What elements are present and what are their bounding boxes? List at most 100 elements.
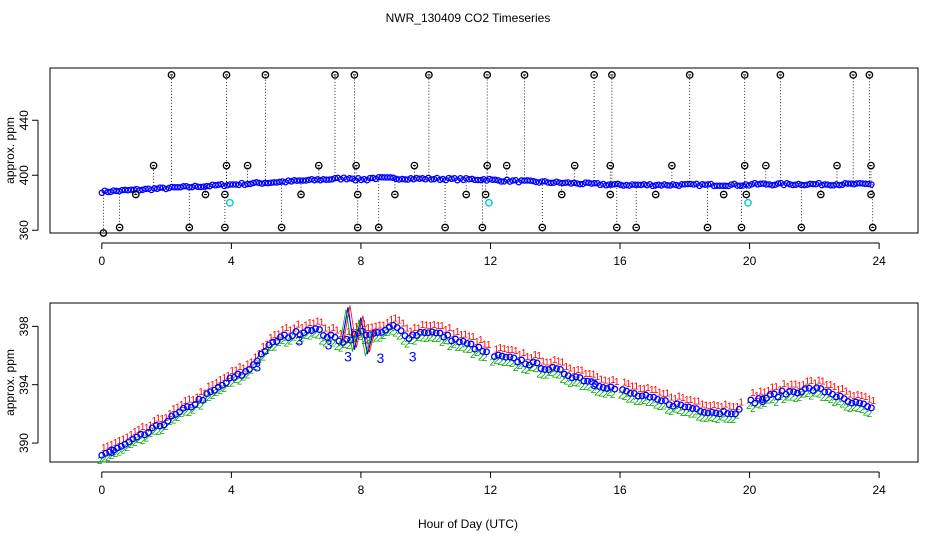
data-point xyxy=(145,429,152,436)
digit-label-1: 1 xyxy=(707,401,713,412)
plot-frame xyxy=(49,302,919,463)
cyan-point xyxy=(225,198,234,207)
digit-label-1: 1 xyxy=(684,395,690,406)
data-point xyxy=(654,395,662,403)
data-point xyxy=(255,179,263,187)
outlier-point xyxy=(867,190,875,199)
data-point xyxy=(462,174,470,182)
digit-label-2: 2 xyxy=(288,337,294,348)
data-point xyxy=(751,399,759,407)
digit-label-2: 2 xyxy=(801,390,807,401)
digit-label-1: 1 xyxy=(719,402,725,413)
outlier-point xyxy=(221,190,229,199)
digit-label-2: 2 xyxy=(517,361,523,372)
digit-label-1: 1 xyxy=(840,384,846,395)
digit-label-2: 2 xyxy=(97,456,103,467)
digit-label-3: 3 xyxy=(344,348,352,364)
digit-label-2: 2 xyxy=(342,340,348,351)
digit-label-1: 1 xyxy=(155,413,161,424)
data-point xyxy=(629,181,636,188)
digit-label-1: 1 xyxy=(676,392,682,403)
data-point xyxy=(704,409,712,417)
data-point xyxy=(541,366,549,373)
digit-label-1: 1 xyxy=(665,389,671,400)
digit-label-2: 2 xyxy=(198,401,204,412)
data-point xyxy=(712,409,720,417)
data-point xyxy=(113,444,121,452)
digit-label-1: 1 xyxy=(194,393,200,404)
digit-label-1: 1 xyxy=(424,321,430,332)
digit-label-1: 1 xyxy=(688,395,694,406)
digit-label-2: 2 xyxy=(544,371,550,382)
x-tick-label: 4 xyxy=(228,483,235,497)
data-point xyxy=(731,410,739,418)
digit-label-1: 1 xyxy=(587,369,593,380)
data-point xyxy=(162,185,170,193)
digit-label-1: 1 xyxy=(867,395,873,406)
digit-label-1: 1 xyxy=(521,348,527,359)
data-point xyxy=(522,360,529,368)
digit-label-1: 1 xyxy=(202,388,208,399)
data-point xyxy=(535,179,543,186)
digit-label-2: 2 xyxy=(221,384,227,395)
data-point xyxy=(673,400,681,408)
data-point xyxy=(137,430,145,438)
outlier-point xyxy=(668,161,676,170)
data-point xyxy=(584,377,592,385)
data-point xyxy=(789,181,796,189)
digit-label-1: 1 xyxy=(245,360,251,371)
digit-label-1: 1 xyxy=(816,376,822,387)
digit-label-2: 2 xyxy=(836,397,842,408)
data-point xyxy=(757,180,764,188)
y-tick-label: 390 xyxy=(17,433,31,453)
digit-label-2: 2 xyxy=(260,353,266,364)
data-point xyxy=(580,377,588,385)
digit-label-2: 2 xyxy=(326,336,332,347)
digit-label-2: 2 xyxy=(777,392,783,403)
data-point xyxy=(118,186,126,194)
data-point xyxy=(405,335,413,342)
digit-label-3: 3 xyxy=(296,332,304,348)
digit-label-1: 1 xyxy=(591,370,597,381)
digit-label-2: 2 xyxy=(256,355,262,366)
digit-label-2: 2 xyxy=(680,408,686,419)
digit-label-2: 2 xyxy=(151,426,157,437)
digit-label-2: 2 xyxy=(637,397,643,408)
x-tick-label: 16 xyxy=(613,483,627,497)
digit-label-1: 1 xyxy=(630,381,636,392)
data-point xyxy=(176,408,184,416)
outlier-point xyxy=(865,71,874,79)
data-point xyxy=(549,363,557,371)
digit-label-2: 2 xyxy=(346,341,352,352)
digit-label-1: 1 xyxy=(416,323,422,334)
digit-label-2: 2 xyxy=(334,342,340,353)
data-point xyxy=(474,176,482,184)
data-point xyxy=(183,182,190,190)
digit-label-1: 1 xyxy=(855,390,861,401)
data-point xyxy=(253,179,260,186)
outlier-point xyxy=(816,190,825,199)
digit-label-1: 1 xyxy=(494,345,500,356)
digit-label-1: 1 xyxy=(334,325,340,336)
outlier-point xyxy=(222,161,231,170)
data-point xyxy=(244,180,251,188)
digit-label-2: 2 xyxy=(183,408,189,419)
digit-label-1: 1 xyxy=(354,322,360,333)
outlier-point xyxy=(608,71,616,79)
digit-label-2: 2 xyxy=(365,336,371,347)
digit-label-2: 2 xyxy=(758,401,764,412)
digit-label-1: 1 xyxy=(750,388,756,399)
digit-markers: 1212121212121212121212121212121212121212… xyxy=(97,313,877,467)
digit-label-2: 2 xyxy=(478,352,484,363)
digit-label-2: 2 xyxy=(591,385,597,396)
digit-label-2: 2 xyxy=(117,447,123,458)
digit-label-1: 1 xyxy=(183,396,189,407)
digit-label-2: 2 xyxy=(330,338,336,349)
x-tick-label: 16 xyxy=(613,254,627,268)
digit-label-1: 1 xyxy=(843,387,849,398)
digit-label-2: 2 xyxy=(303,331,309,342)
x-tick-label: 8 xyxy=(358,254,365,268)
digit-label-1: 1 xyxy=(552,355,558,366)
data-point xyxy=(314,176,321,183)
digit-label-1: 1 xyxy=(342,330,348,341)
